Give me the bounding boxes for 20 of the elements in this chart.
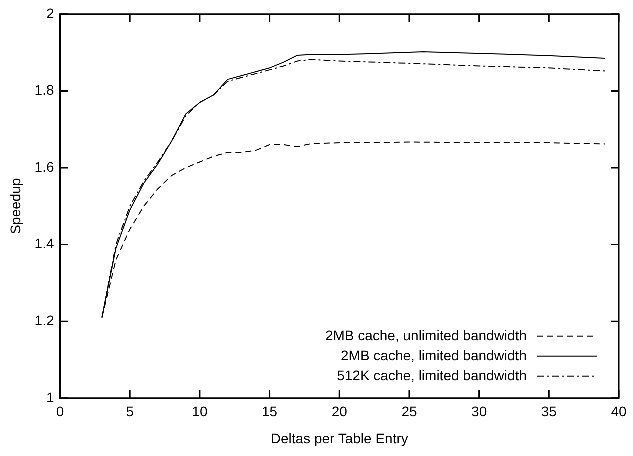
x-tick-label: 20 xyxy=(332,404,348,420)
legend-label: 512K cache, limited bandwidth xyxy=(337,367,527,384)
x-axis-title: Deltas per Table Entry xyxy=(270,430,408,446)
y-tick-label: 1.2 xyxy=(34,312,54,328)
x-tick-label: 5 xyxy=(126,404,134,420)
y-tick-label: 2 xyxy=(46,5,54,22)
y-tick-label: 1.8 xyxy=(34,82,54,98)
legend-label: 2MB cache, limited bandwidth xyxy=(341,347,527,364)
x-tick-label: 10 xyxy=(192,404,208,420)
x-tick-label: 40 xyxy=(611,404,627,420)
x-tick-label: 30 xyxy=(472,404,488,420)
y-tick-label: 1 xyxy=(46,389,54,406)
x-tick-label: 0 xyxy=(56,404,64,420)
x-tick-label: 35 xyxy=(541,404,558,420)
x-tick-label: 15 xyxy=(262,404,278,420)
y-axis-title: Speedup xyxy=(7,178,24,234)
y-tick-label: 1.4 xyxy=(34,236,54,252)
x-tick-label: 25 xyxy=(402,404,418,420)
legend-label: 2MB cache, unlimited bandwidth xyxy=(325,327,527,344)
y-tick-label: 1.6 xyxy=(34,158,54,175)
